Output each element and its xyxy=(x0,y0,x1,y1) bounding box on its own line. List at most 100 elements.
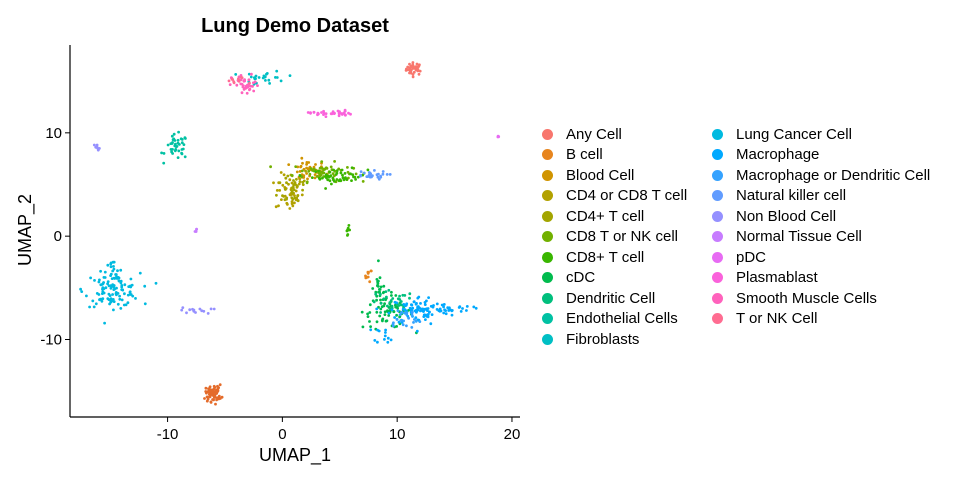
point-cd4-or-cd8-t-cell xyxy=(298,177,302,181)
legend-item: Lung Cancer Cell xyxy=(706,124,936,145)
point-dendritic-cell xyxy=(398,294,401,298)
point-any-cell xyxy=(408,69,412,73)
point-dendritic-cell xyxy=(384,290,388,293)
point-macrophage xyxy=(438,309,442,313)
point-dendritic-cell xyxy=(408,296,411,300)
legend-label: Smooth Muscle Cells xyxy=(736,289,877,307)
point-b-cell xyxy=(369,269,373,273)
point-lung-cancer-cell xyxy=(85,294,88,298)
point-macrophage xyxy=(459,310,463,313)
point-any-cell xyxy=(408,62,411,66)
point-cd8-t-or-nk-cell xyxy=(319,174,322,178)
point-cd4-or-cd8-t-cell xyxy=(286,203,289,206)
point-natural-killer-cell xyxy=(365,175,369,179)
legend-key-dot xyxy=(542,333,553,345)
point-lung-cancer-cell xyxy=(95,292,99,295)
point-natural-killer-cell xyxy=(376,175,380,179)
point-macrophage xyxy=(450,313,454,317)
point-natural-killer-cell xyxy=(369,172,372,176)
point-macrophage-or-dendritic-cell xyxy=(395,317,399,321)
legend-label: Lung Cancer Cell xyxy=(736,125,852,143)
point-cdc xyxy=(366,312,369,316)
point-lung-cancer-cell xyxy=(93,279,96,282)
point-smooth-muscle-cells xyxy=(242,84,245,88)
point-macrophage xyxy=(419,302,422,305)
legend-label: Any Cell xyxy=(566,125,622,143)
point-lung-cancer-cell xyxy=(109,297,113,300)
point-lung-cancer-cell xyxy=(143,302,147,306)
legend-label: Dendritic Cell xyxy=(566,289,656,307)
point-cd4-t-cell xyxy=(301,180,305,184)
point-cd8-t-cell xyxy=(328,179,332,183)
point-lung-cancer-cell xyxy=(138,271,142,275)
point-natural-killer-cell xyxy=(381,170,385,173)
point-lung-cancer-cell xyxy=(113,277,117,280)
point-dendritic-cell xyxy=(379,301,383,305)
point-cdc xyxy=(368,320,371,323)
legend-key-dot xyxy=(712,210,723,222)
legend-item: T or NK Cell xyxy=(706,309,936,330)
point-cdc xyxy=(382,284,386,288)
point-unlabeled xyxy=(208,395,212,399)
point-cdc xyxy=(387,314,391,317)
point-lung-cancer-cell xyxy=(114,291,118,294)
point-cd8-t-cell xyxy=(351,173,355,177)
legend-label: Fibroblasts xyxy=(566,330,640,348)
legend-key-dot xyxy=(712,149,723,161)
point-fibroblasts xyxy=(234,73,238,76)
legend-key-dot xyxy=(712,128,723,140)
point-cd4-or-cd8-t-cell xyxy=(291,204,295,208)
point-fibroblasts xyxy=(275,76,279,79)
point-cd4-or-cd8-t-cell xyxy=(293,194,296,198)
legend-label: cDC xyxy=(566,269,596,287)
point-dendritic-cell xyxy=(382,297,386,301)
point-endothelial-cells xyxy=(179,137,183,141)
point-b-cell xyxy=(366,270,370,274)
point-cdc xyxy=(378,288,381,291)
point-lung-cancer-cell xyxy=(108,294,112,297)
point-cd4-or-cd8-t-cell xyxy=(277,204,280,208)
point-endothelial-cells xyxy=(170,134,174,138)
point-cd8-t-or-nk-cell xyxy=(294,165,298,169)
point-fibroblasts xyxy=(279,79,283,83)
legend-label: Non Blood Cell xyxy=(736,207,837,225)
point-cdc xyxy=(385,319,389,323)
point-macrophage xyxy=(410,303,414,307)
point-lung-cancer-cell xyxy=(131,294,135,298)
point-macrophage xyxy=(395,301,398,305)
point-macrophage-or-dendritic-cell xyxy=(410,314,414,317)
point-cdc xyxy=(379,298,382,302)
point-macrophage xyxy=(423,303,427,306)
point-lung-cancer-cell xyxy=(117,276,121,280)
point-blood-cell xyxy=(305,161,309,164)
point-endothelial-cells xyxy=(173,149,177,153)
point-smooth-muscle-cells xyxy=(251,85,254,88)
point-cd8-t-cell xyxy=(298,174,302,177)
point-cdc xyxy=(368,303,372,307)
point-blood-cell xyxy=(305,166,308,170)
point-cd8-t-or-nk-cell xyxy=(305,181,309,185)
point-lung-cancer-cell xyxy=(118,297,122,301)
point-plasmablast xyxy=(324,112,328,115)
legend-key-dot xyxy=(542,231,553,243)
point-non-blood-cell xyxy=(188,308,192,312)
point-lung-cancer-cell xyxy=(111,293,114,296)
point-cd8-t-or-nk-cell xyxy=(269,165,272,169)
point-endothelial-cells xyxy=(173,144,177,148)
point-cdc xyxy=(377,259,380,263)
point-endothelial-cells xyxy=(180,141,184,145)
point-macrophage xyxy=(447,309,451,312)
point-cd4-or-cd8-t-cell xyxy=(294,189,298,193)
legend-item: Macrophage or Dendritic Cell xyxy=(706,165,936,186)
point-cd4-or-cd8-t-cell xyxy=(290,200,294,204)
y-tick-label: 0 xyxy=(54,228,62,245)
point-lung-cancer-cell xyxy=(112,308,115,312)
point-lung-cancer-cell xyxy=(88,305,91,309)
point-cd8-t-cell xyxy=(341,176,345,180)
point-non-blood-cell xyxy=(185,311,188,315)
point-macrophage xyxy=(442,311,446,315)
point-plasmablast xyxy=(322,109,325,113)
legend-item: Natural killer cell xyxy=(706,186,936,207)
point-lung-cancer-cell xyxy=(112,288,116,291)
